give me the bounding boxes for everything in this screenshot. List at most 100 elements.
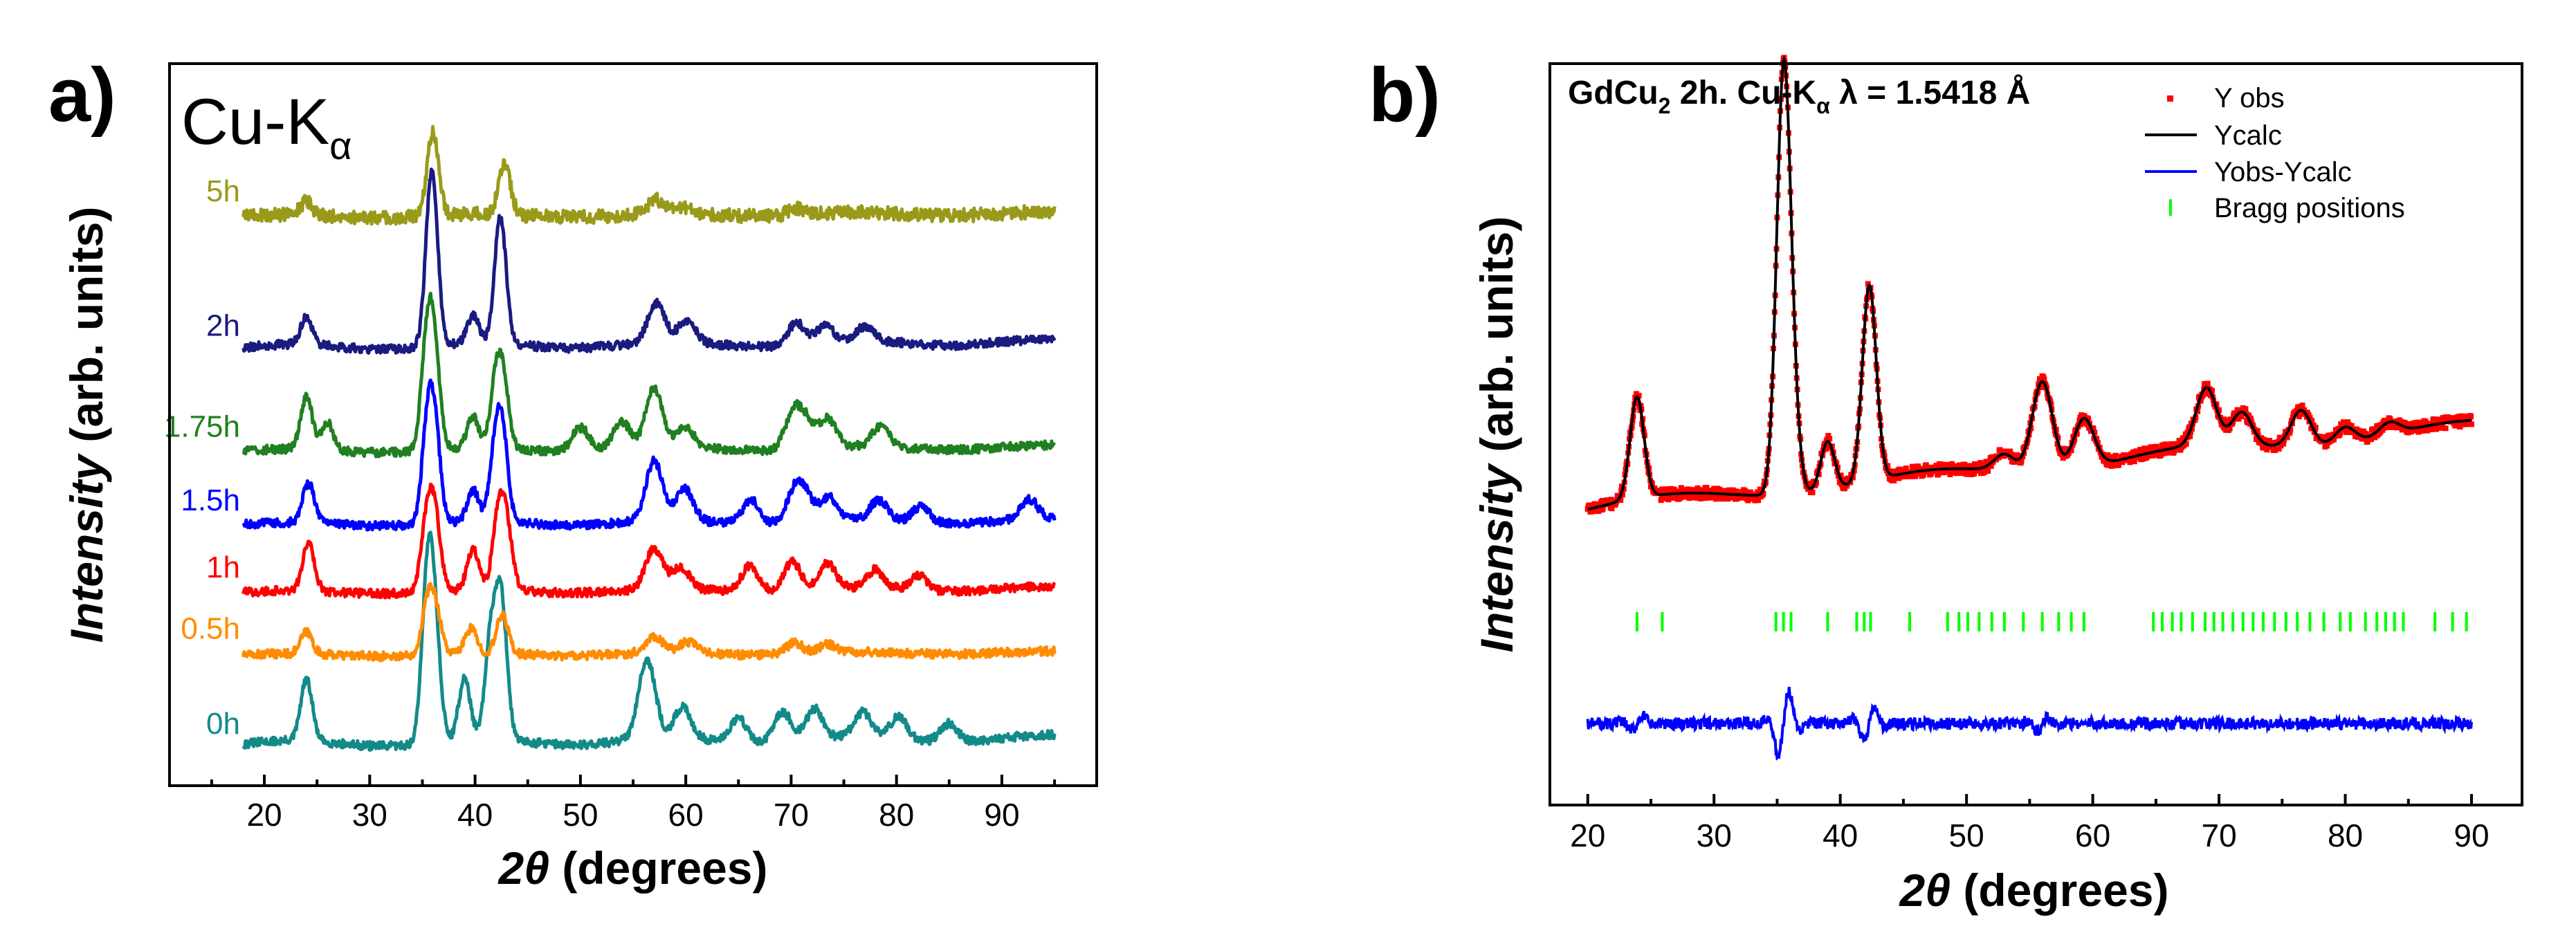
panel-a-series-group [241, 124, 1057, 752]
yobs-point [1923, 462, 1929, 468]
yobs-point [2345, 419, 2351, 425]
yobs-point [2468, 414, 2474, 420]
panel-a: a) 0h 0.5h 1h 1.5h 1.75h 2h 5h 20 30 40 50 60 70 80 9… [48, 53, 1098, 894]
legend-bragg-label: Bragg positions [2214, 193, 2405, 223]
yobs-point [1805, 486, 1811, 492]
x-tick-label-20: 20 [246, 797, 282, 833]
panel-a-annotation: Cu-Kα [181, 85, 352, 167]
yobs-point [2121, 452, 2127, 458]
yobs-point [2442, 425, 2449, 432]
yobs-point [2153, 443, 2159, 450]
yobs-point [1891, 477, 1897, 483]
yobs-point [2131, 459, 2137, 465]
yobs-point [1827, 436, 1833, 442]
yobs-point [2183, 441, 2189, 447]
yobs-point [2433, 426, 2439, 432]
yobs-point [1665, 497, 1672, 503]
yobs-point [2238, 414, 2245, 420]
yobs-point [2296, 414, 2302, 420]
yobs-point [2254, 427, 2260, 434]
panel-b-y-axis-label: Intensity (arb. units) [1471, 216, 1522, 653]
yobs-point [1744, 489, 1751, 495]
legend-yobs-marker [2167, 95, 2173, 102]
yobs-point [1825, 433, 1831, 438]
yobs-point [2018, 458, 2025, 464]
yobs-point [2409, 429, 2415, 435]
yobs-point [2385, 423, 2391, 429]
yobs-point [2413, 420, 2419, 425]
yobs-point [2281, 441, 2287, 447]
yobs-point [1912, 473, 1919, 479]
x-tick-label-30: 30 [352, 797, 387, 833]
yobs-point [1609, 506, 1615, 512]
panel-b-plot-frame [1549, 62, 2523, 806]
yobs-point [1600, 506, 1606, 512]
yobs-point [1636, 393, 1642, 398]
yobs-point [2373, 427, 2379, 433]
yobs-point [2068, 447, 2074, 454]
series-label-1.75h: 1.75h [164, 410, 240, 444]
series-line-1h [241, 482, 1057, 600]
x-tick-label-90: 90 [984, 797, 1019, 833]
yobs-point [2116, 462, 2121, 468]
series-line-1.5h [241, 378, 1057, 532]
yobs-point [2312, 425, 2319, 431]
yobs-point [1893, 474, 1899, 480]
yobs-point [2171, 448, 2177, 454]
yobs-point [1599, 497, 1605, 504]
yobs-point [2337, 429, 2344, 436]
yobs-point [1903, 465, 1909, 472]
yobs-point [2403, 426, 2409, 432]
yobs-point [2246, 412, 2251, 418]
yobs-point [2260, 436, 2267, 443]
yobs-point [2150, 447, 2157, 453]
yobs-point [1937, 470, 1943, 476]
panel-b-title-sub2: α [1816, 93, 1830, 118]
yobs-point [1681, 487, 1688, 493]
panel-b-x-axis-label: 2θ (degrees) [1899, 865, 2169, 916]
yobs-point [2309, 418, 2315, 424]
yobs-point [2184, 429, 2191, 436]
yobs-point [2399, 427, 2405, 433]
yobs-point [2272, 447, 2278, 453]
yobs-point [1921, 472, 1927, 478]
series-line-2h [241, 167, 1057, 355]
x-tick-label-30: 30 [1697, 817, 1732, 853]
yobs-point [2202, 391, 2208, 397]
series-label-0.5h: 0.5h [181, 612, 240, 646]
yobs-point [2202, 380, 2208, 387]
yobs-point [2180, 435, 2186, 441]
yobs-point [2187, 433, 2193, 439]
panel-b-title: GdCu2 2h. Cu-Kα λ = 1.5418 Å [1568, 74, 2030, 118]
yobs-point [1671, 486, 1677, 492]
panel-b-title-tail: λ = 1.5418 Å [1830, 74, 2031, 111]
yobs-point [1885, 463, 1891, 469]
yobs-point [2469, 421, 2474, 427]
panel-b: b) 20 30 40 50 60 70 80 90 GdCu2 2h. Cu-Kα λ = … [1369, 53, 2523, 916]
yobs-point [1985, 468, 1991, 474]
yobs-point [1703, 485, 1710, 490]
panel-b-title-mid: 2h. Cu-K [1670, 75, 1816, 111]
yobs-point [1988, 463, 1994, 469]
yobs-point [2195, 408, 2201, 414]
yobs-point [2198, 398, 2204, 404]
panel-b-title-main: GdCu [1568, 75, 1659, 111]
series-line-1.75h [241, 291, 1057, 459]
yobs-point [1608, 497, 1614, 503]
yobs-point [1916, 466, 1922, 472]
yobs-point [2007, 448, 2013, 454]
yobs-point [1908, 473, 1915, 479]
yobs-point [2253, 436, 2259, 443]
yobs-point [1662, 496, 1668, 501]
panel-b-plot-group [1584, 55, 2474, 761]
yobs-point [2141, 445, 2148, 452]
series-label-1h: 1h [206, 551, 240, 584]
x-tick-label-60: 60 [668, 797, 704, 833]
panel-a-y-axis-label: Intensity (arb. units) [61, 207, 112, 643]
panel-a-annotation-sub: α [329, 124, 351, 167]
panel-a-series-labels: 0h 0.5h 1h 1.5h 1.75h 2h 5h [164, 174, 240, 741]
yobs-point [2112, 452, 2119, 459]
yobs-point [1972, 461, 1977, 467]
yobs-point [1958, 470, 1964, 476]
panel-a-annotation-main: Cu-K [181, 85, 329, 158]
